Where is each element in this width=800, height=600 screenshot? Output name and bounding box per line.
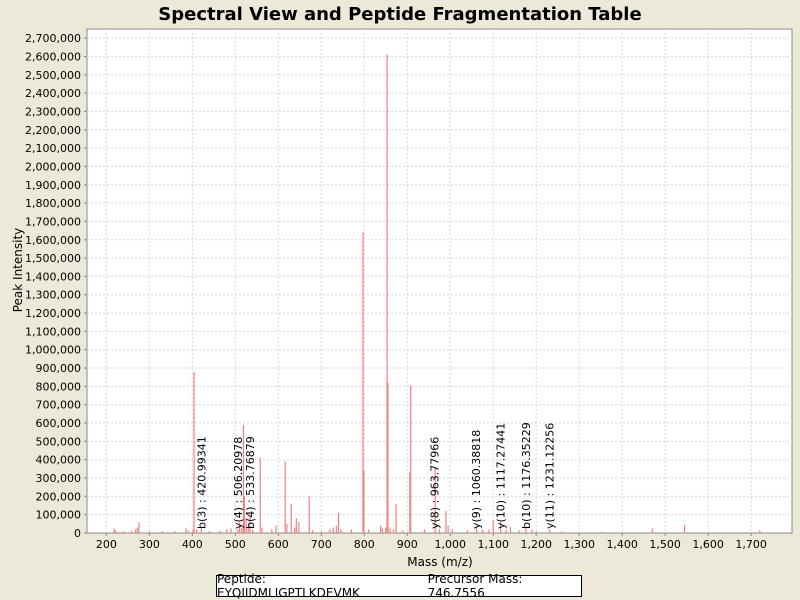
x-tick-label: 900: [397, 538, 418, 551]
fragment-label: y(10) : 1117.27441: [495, 423, 508, 529]
y-axis-label: Peak Intensity: [11, 228, 25, 313]
x-tick-label: 1,400: [606, 538, 638, 551]
chart-title: Spectral View and Peptide Fragmentation …: [158, 4, 641, 25]
x-tick-label: 1,200: [520, 538, 552, 551]
y-tick-label: 1,400,000: [25, 270, 81, 283]
plot-area: [86, 28, 793, 534]
y-tick-label: 100,000: [36, 509, 82, 522]
x-axis-label: Mass (m/z): [407, 555, 472, 569]
x-tick-label: 300: [139, 538, 160, 551]
fragment-label: b(4) : 533.76879: [244, 436, 257, 529]
fragment-label: b(10) : 1176.35229: [520, 422, 533, 529]
y-tick-label: 500,000: [36, 435, 82, 448]
y-tick-label: 2,600,000: [25, 50, 81, 63]
x-tick-label: 500: [225, 538, 246, 551]
x-tick-label: 1,300: [563, 538, 595, 551]
axes: 0 100,000 200,000 300,000 400,000 500,000 600,…: [25, 32, 767, 551]
x-tick-label: 700: [311, 538, 332, 551]
x-tick-label: 1,700: [735, 538, 767, 551]
peptide-sequence: Peptide: EYQIIDMLIGPTLKDEVMK: [217, 572, 360, 600]
y-tick-label: 2,500,000: [25, 69, 81, 82]
peak-bars: [113, 54, 761, 533]
y-tick-label: 1,600,000: [25, 234, 81, 247]
fragment-label: y(9) : 1060.38818: [470, 430, 483, 529]
y-tick-label: 2,100,000: [25, 142, 81, 155]
fragment-label: b(3) : 420.99341: [195, 436, 208, 529]
y-tick-label: 200,000: [36, 490, 82, 503]
y-tick-label: 2,300,000: [25, 105, 81, 118]
y-tick-label: 2,200,000: [25, 124, 81, 137]
y-tick-label: 600,000: [36, 417, 82, 430]
precursor-mass: Precursor Mass: 746.7556: [427, 572, 523, 600]
y-tick-label: 1,900,000: [25, 179, 81, 192]
y-tick-label: 2,000,000: [25, 160, 81, 173]
y-tick-label: 1,500,000: [25, 252, 81, 265]
y-tick-label: 0: [74, 527, 81, 540]
y-tick-label: 1,700,000: [25, 215, 81, 228]
fragment-label: y(4) : 506.20978: [232, 437, 245, 529]
y-tick-label: 1,200,000: [25, 307, 81, 320]
x-tick-label: 1,100: [477, 538, 509, 551]
y-tick-label: 2,700,000: [25, 32, 81, 45]
y-tick-label: 2,400,000: [25, 87, 81, 100]
y-tick-label: 1,300,000: [25, 289, 81, 302]
x-tick-label: 400: [182, 538, 203, 551]
y-tick-label: 300,000: [36, 472, 82, 485]
y-tick-label: 1,000,000: [25, 344, 81, 357]
peptide-info-box: Peptide: EYQIIDMLIGPTLKDEVMK Precursor M…: [216, 572, 582, 600]
y-tick-label: 400,000: [36, 454, 82, 467]
fragment-label: y(8) : 963.77966: [429, 437, 442, 529]
x-tick-label: 1,000: [434, 538, 466, 551]
grid-lines: [87, 29, 792, 533]
fragment-label: y(11) : 1231.12256: [544, 423, 557, 529]
x-tick-label: 800: [354, 538, 375, 551]
y-tick-label: 1,800,000: [25, 197, 81, 210]
x-tick-label: 200: [96, 538, 117, 551]
x-tick-label: 1,600: [692, 538, 724, 551]
x-tick-label: 1,500: [649, 538, 681, 551]
y-tick-label: 900,000: [36, 362, 82, 375]
y-tick-label: 700,000: [36, 399, 82, 412]
x-tick-label: 600: [268, 538, 289, 551]
y-tick-label: 800,000: [36, 380, 82, 393]
y-tick-label: 1,100,000: [25, 325, 81, 338]
